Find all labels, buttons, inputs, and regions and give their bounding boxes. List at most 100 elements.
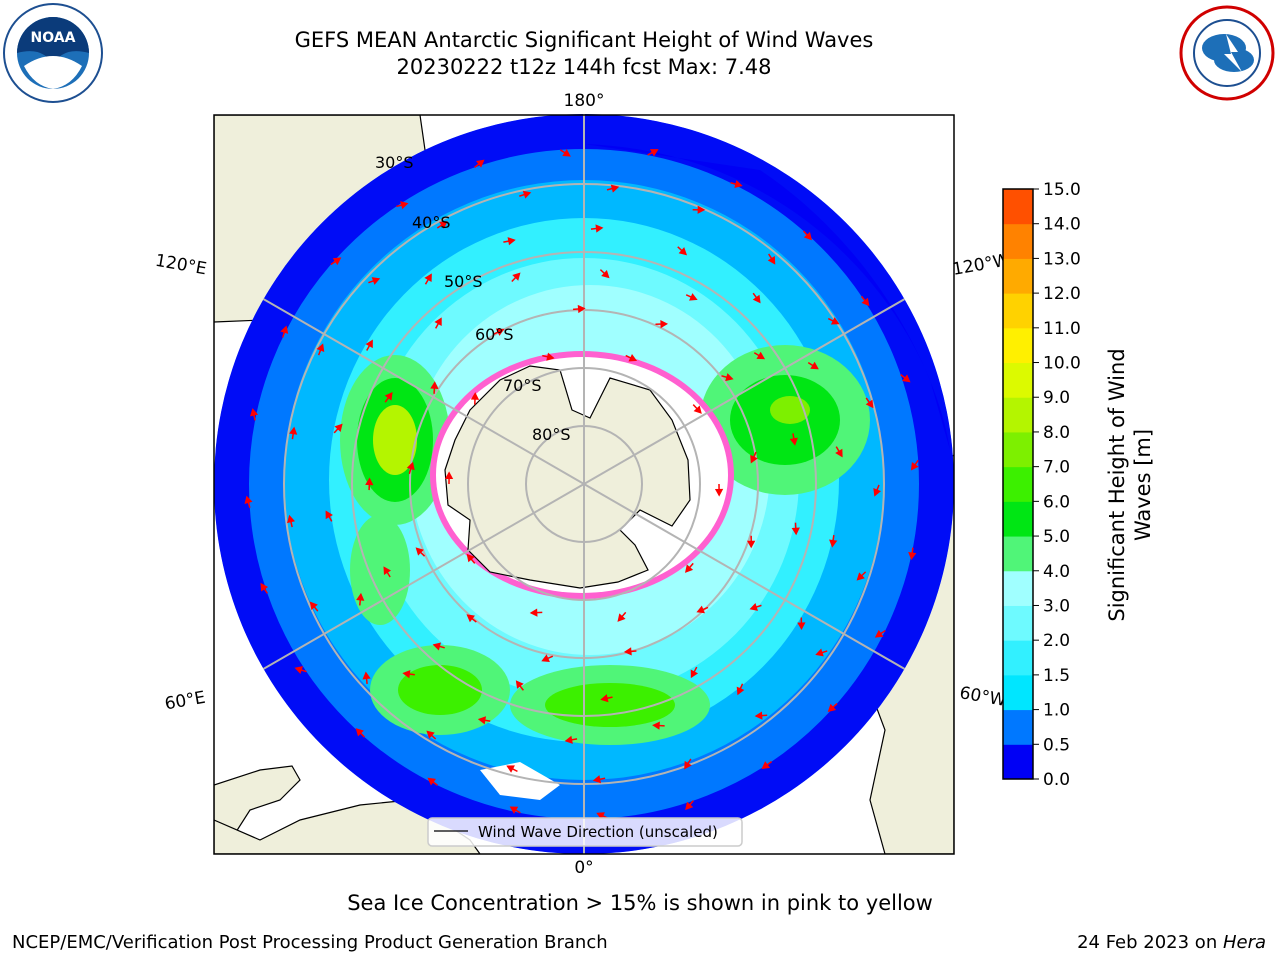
colorbar-segment — [1003, 570, 1033, 606]
colorbar-label-line2: Waves [m] — [1131, 429, 1155, 541]
wind-arrow-head — [402, 670, 411, 679]
colorbar-tick-label: 4.0 — [1043, 562, 1070, 582]
wind-arrow-head — [334, 423, 343, 432]
wind-arrow-head — [810, 361, 819, 370]
wind-arrow-head — [427, 777, 436, 786]
wind-arrow-head — [476, 159, 485, 168]
wind-arrow-head — [426, 730, 435, 739]
wind-arrow-head — [371, 277, 381, 285]
wind-arrow-head — [815, 648, 824, 657]
wind-arrow-head — [286, 514, 296, 524]
africa-land — [214, 799, 481, 854]
wind-arrow-head — [400, 201, 409, 210]
colorbar-segment — [1003, 327, 1033, 364]
wind-arrow-head — [506, 765, 515, 773]
legend-label: Wind Wave Direction (unscaled) — [478, 823, 718, 841]
colorbar-tick-label: 1.5 — [1043, 666, 1070, 686]
colorbar-tick-label: 11.0 — [1043, 319, 1081, 339]
wind-arrow-head — [617, 613, 626, 622]
wind-arrow-head — [541, 654, 550, 662]
wind-arrow-head — [415, 547, 424, 556]
wind-arrow-head — [754, 711, 763, 720]
wind-arrow-head — [660, 319, 669, 329]
wind-arrow-head — [789, 437, 798, 446]
wind-arrow-head — [873, 488, 882, 497]
wind-arrow-head — [747, 540, 756, 549]
colorbar-segment — [1003, 709, 1033, 745]
wind-arrow-head — [365, 477, 374, 486]
wind-arrow-head — [734, 180, 743, 189]
wind-arrow-head — [684, 564, 694, 573]
colorbar-segment — [1003, 466, 1033, 502]
wind-direction-arrows — [244, 149, 919, 820]
lat-label-50s: 50°S — [444, 272, 483, 291]
colorbar-tick-label: 0.0 — [1043, 770, 1070, 790]
wind-arrow-head — [355, 728, 364, 737]
wind-arrow-head — [835, 448, 843, 458]
wind-arrow-head — [434, 317, 442, 326]
colorbar-segment — [1003, 258, 1033, 294]
colorbar-tick-label: 8.0 — [1043, 423, 1070, 443]
wind-arrow-head — [684, 760, 692, 770]
wind-arrow-head — [432, 642, 442, 651]
wind-arrow-head — [827, 703, 837, 712]
wind-arrow-head — [362, 671, 371, 680]
wind-arrow-head — [752, 294, 761, 304]
wind-arrow-head — [767, 256, 776, 265]
noaa-logo-text: NOAA — [31, 30, 76, 46]
wind-arrow-head — [689, 293, 698, 301]
wind-arrow-head — [289, 426, 298, 435]
wind-arrow-head — [562, 149, 571, 157]
colorbar-tick-label: 1.0 — [1043, 701, 1070, 721]
wind-arrow-head — [577, 304, 586, 314]
wind-arrow-head — [470, 392, 480, 400]
wind-arrow-head — [522, 190, 532, 199]
wind-arrow-head — [507, 237, 516, 246]
lat-label-60s: 60°S — [475, 325, 514, 344]
wind-arrow-head — [316, 343, 325, 352]
wind-arrow-head — [685, 801, 694, 811]
colorbar-segment — [1003, 223, 1033, 259]
colorbar-tick-label: 9.0 — [1043, 388, 1070, 408]
date-stamp: 24 Feb 2023 on Hera — [1077, 932, 1266, 953]
wind-arrow-head — [610, 184, 620, 193]
wind-arrow-head — [830, 317, 840, 325]
colorbar-tick-label: 13.0 — [1043, 249, 1081, 269]
date-text: 24 Feb 2023 on — [1077, 932, 1223, 953]
noaa-logo: NOAA — [3, 3, 103, 103]
wind-arrow-head — [600, 694, 609, 703]
wind-arrow-head — [628, 353, 638, 362]
colorbar-segment — [1003, 536, 1033, 572]
wind-arrow-head — [652, 721, 660, 730]
wind-arrow-head — [725, 373, 734, 382]
lon-label-0: 0° — [574, 858, 593, 878]
wind-arrow-head — [678, 247, 688, 256]
wind-arrow-head — [365, 339, 373, 349]
sea-ice-note: Sea Ice Concentration > 15% is shown in … — [347, 891, 933, 915]
wind-arrow-head — [509, 806, 519, 814]
colorbar-segment — [1003, 293, 1033, 329]
lat-label-80s: 80°S — [532, 425, 571, 444]
colorbar: 0.0 0.5 1.0 1.5 2.0 3.0 4.0 5.0 6.0 7.0 8.0 9.0 10.0… — [1002, 180, 1081, 790]
wind-arrow-head — [761, 761, 771, 770]
colorbar-tick-label: 12.0 — [1043, 284, 1081, 304]
colorbar-segment — [1003, 605, 1033, 641]
wind-arrow-head — [424, 273, 432, 283]
wind-arrow-head — [596, 812, 605, 820]
lon-label-60w: 60°W — [958, 683, 1008, 711]
wind-arrow-head — [908, 552, 917, 561]
wind-arrow-head — [791, 527, 800, 536]
credit-text: NCEP/EMC/Verification Post Processing Pr… — [12, 932, 608, 953]
wind-arrow-head — [592, 775, 602, 784]
wind-arrow-head — [515, 680, 524, 689]
wind-arrow-head — [383, 566, 392, 575]
colorbar-tick-label: 2.0 — [1043, 631, 1070, 651]
chart-title: GEFS MEAN Antarctic Significant Height o… — [294, 28, 874, 52]
wind-arrow-head — [803, 231, 812, 241]
wind-arrow-head — [406, 461, 415, 471]
wind-arrow-head — [601, 270, 610, 279]
wind-arrow-head — [714, 488, 724, 497]
colorbar-segment — [1003, 189, 1033, 225]
arrow-legend: Wind Wave Direction (unscaled) — [427, 817, 743, 847]
wind-arrow-head — [697, 205, 706, 214]
